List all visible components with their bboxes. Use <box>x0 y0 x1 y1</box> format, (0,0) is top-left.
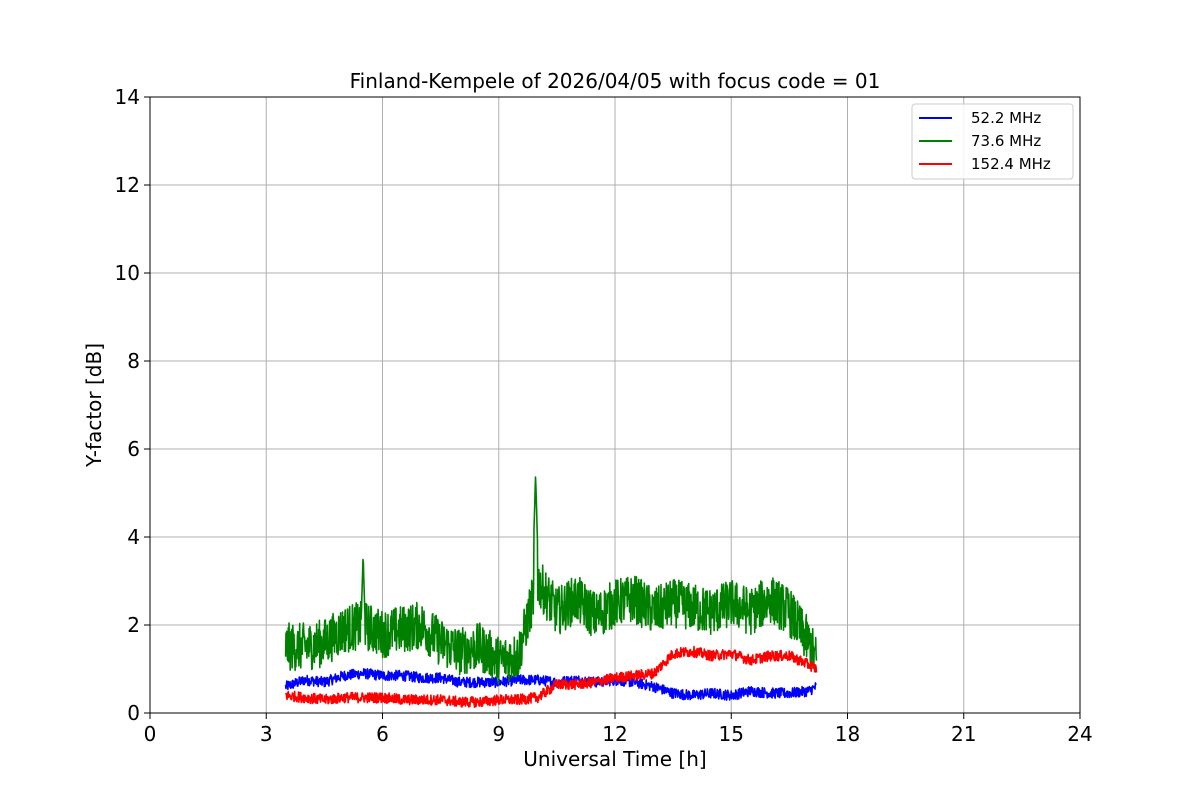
y-tick-label: 10 <box>115 261 140 285</box>
legend-label: 152.4 MHz <box>971 155 1051 173</box>
x-tick-label: 0 <box>144 722 157 746</box>
legend-box <box>911 103 1074 180</box>
x-tick-label: 15 <box>719 722 744 746</box>
y-tick-label: 6 <box>127 437 140 461</box>
y-tick-label: 4 <box>127 525 140 549</box>
y-tick-label: 14 <box>115 85 140 109</box>
x-tick-label: 21 <box>951 722 976 746</box>
y-tick-label: 2 <box>127 613 140 637</box>
x-tick-label: 24 <box>1067 722 1092 746</box>
x-tick-label: 12 <box>602 722 627 746</box>
y-tick-label: 8 <box>127 349 140 373</box>
chart-title: Finland-Kempele of 2026/04/05 with focus… <box>350 69 881 93</box>
legend-label: 52.2 MHz <box>971 109 1041 127</box>
series-line-2 <box>285 645 818 709</box>
series-layer <box>284 476 818 709</box>
y-tick-label: 0 <box>127 701 140 725</box>
x-tick-label: 18 <box>835 722 860 746</box>
x-tick-label: 6 <box>376 722 389 746</box>
legend-label: 73.6 MHz <box>971 132 1041 150</box>
x-axis-label: Universal Time [h] <box>523 747 706 771</box>
y-tick-label: 12 <box>115 173 140 197</box>
series-line-1 <box>284 476 818 685</box>
legend: 52.2 MHz 73.6 MHz 152.4 MHz <box>911 103 1074 180</box>
x-tick-label: 9 <box>492 722 505 746</box>
x-tick-label: 3 <box>260 722 273 746</box>
y-axis-label: Y-factor [dB] <box>82 343 106 468</box>
